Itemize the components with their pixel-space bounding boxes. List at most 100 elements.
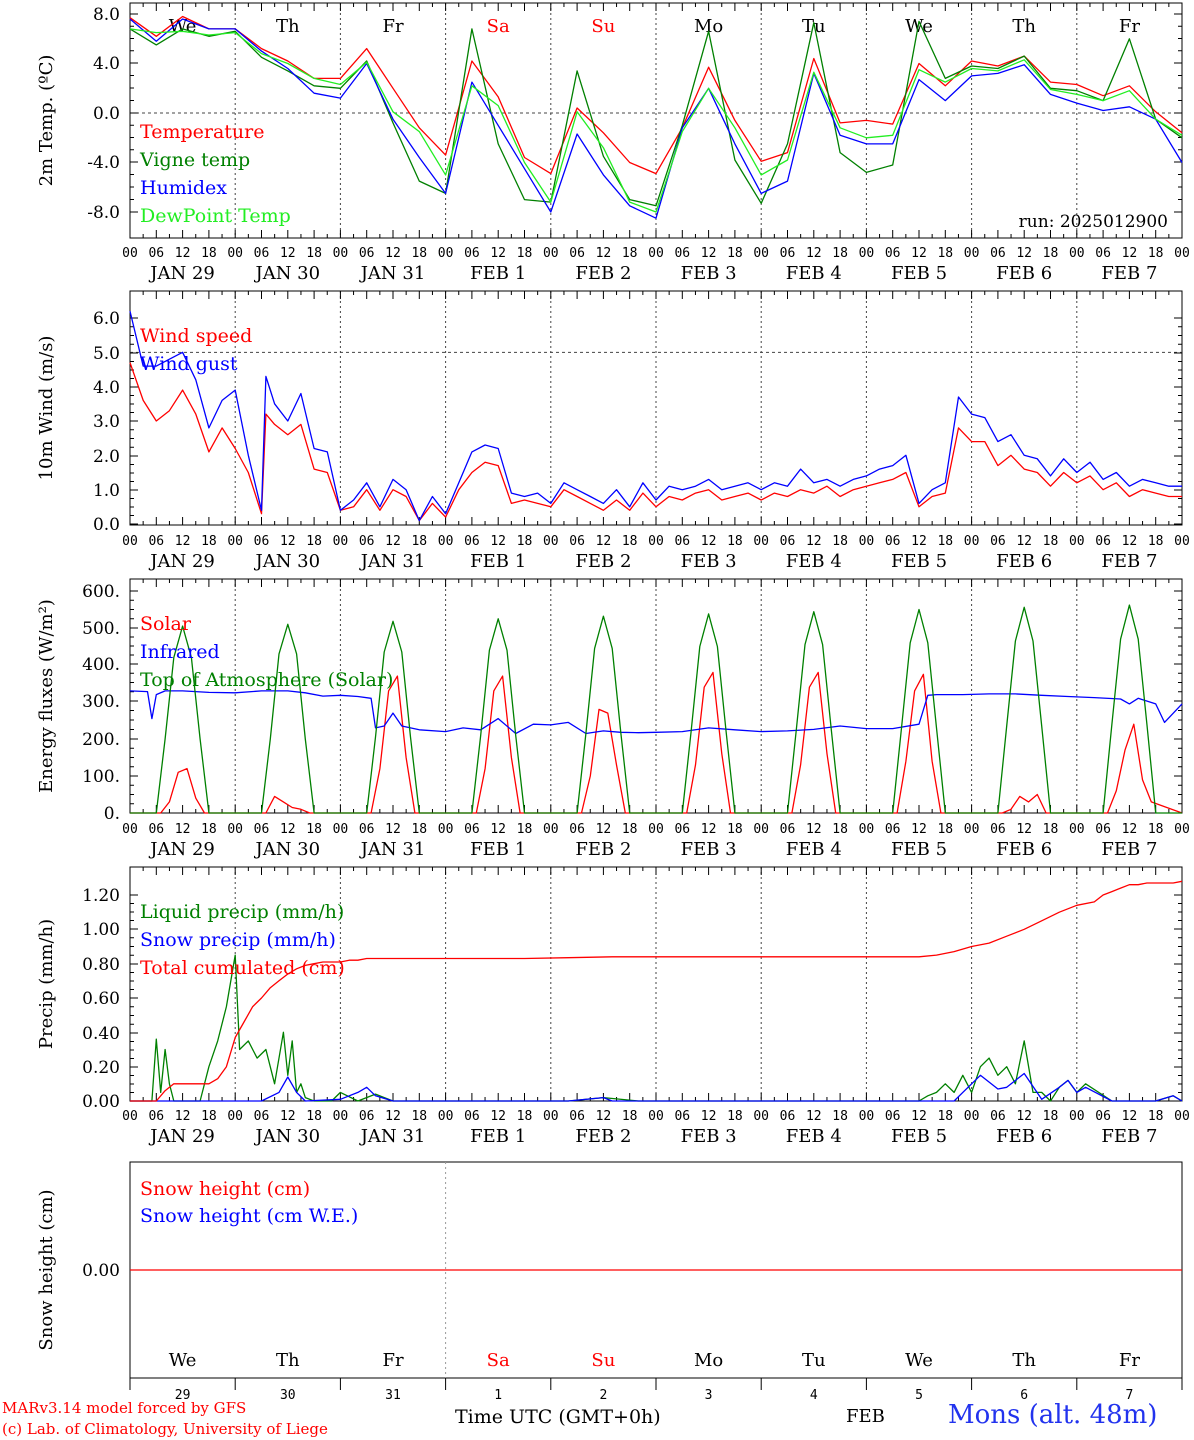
hour-tick-label: 00 (964, 822, 980, 837)
y-tick-label: 100. (82, 767, 120, 787)
date-label: FEB 7 (1101, 551, 1157, 572)
hour-tick-label: 12 (911, 534, 927, 549)
weekday-label: Mo (694, 16, 723, 37)
date-label: FEB 1 (470, 551, 526, 572)
hour-tick-label: 06 (569, 1109, 585, 1124)
hour-tick-label: 06 (1095, 534, 1111, 549)
hour-tick-label: 06 (990, 1109, 1006, 1124)
hour-tick-label: 06 (885, 534, 901, 549)
hour-tick-label: 00 (122, 246, 138, 261)
hour-tick-label: 06 (674, 534, 690, 549)
hour-tick-label: 00 (1069, 822, 1085, 837)
hour-tick-label: 18 (306, 246, 322, 261)
hour-tick-label: 00 (964, 534, 980, 549)
weekday-label: Su (591, 16, 615, 37)
series-line-total-cumulated-cm (130, 880, 1183, 1102)
hour-tick-label: 00 (964, 246, 980, 261)
series-line-wind-speed (129, 362, 1182, 522)
date-label: FEB 2 (575, 263, 631, 284)
station-label: Mons (alt. 48m) (948, 1400, 1158, 1430)
y-tick-label: 300. (82, 692, 120, 712)
hour-tick-label: 12 (1122, 822, 1138, 837)
hour-tick-label: 12 (806, 822, 822, 837)
month-label: FEB (846, 1406, 885, 1427)
hour-tick-label: 12 (280, 822, 296, 837)
hour-tick-label: 18 (727, 822, 743, 837)
weekday-label: Fr (1119, 16, 1140, 37)
weekday-label: Sa (487, 1350, 510, 1371)
date-label: JAN 31 (359, 1126, 426, 1147)
date-label: FEB 5 (891, 551, 947, 572)
date-label: JAN 31 (359, 263, 426, 284)
hour-tick-label: 18 (517, 246, 533, 261)
legend-entry: Snow height (cm W.E.) (140, 1205, 358, 1227)
hour-tick-label: 12 (280, 246, 296, 261)
hour-tick-label: 00 (648, 1109, 664, 1124)
series-line-snow-precip-mm-h (130, 1072, 1183, 1102)
y-tick-label: 0.00 (82, 1092, 120, 1112)
hour-tick-label: 06 (569, 534, 585, 549)
date-label: JAN 30 (254, 1126, 321, 1147)
hour-tick-label: 12 (911, 822, 927, 837)
hour-tick-label: 06 (885, 822, 901, 837)
legend-entry: Snow precip (mm/h) (140, 929, 336, 951)
hour-tick-label: 00 (227, 246, 243, 261)
hour-tick-label: 18 (937, 246, 953, 261)
date-label: FEB 7 (1101, 1126, 1157, 1147)
hour-tick-label: 00 (859, 246, 875, 261)
hour-tick-label: 06 (780, 822, 796, 837)
hour-tick-label: 00 (543, 822, 559, 837)
y-tick-label: 2.0 (93, 447, 120, 467)
hour-tick-label: 00 (964, 1109, 980, 1124)
hour-tick-label: 18 (1148, 246, 1164, 261)
hour-tick-label: 12 (175, 822, 191, 837)
hour-tick-label: 12 (1016, 822, 1032, 837)
hour-tick-label: 00 (438, 246, 454, 261)
weekday-label: Sa (487, 16, 510, 37)
day-number-label: 6 (1020, 1388, 1028, 1403)
hour-tick-label: 12 (911, 1109, 927, 1124)
hour-tick-label: 00 (543, 246, 559, 261)
day-number-label: 29 (175, 1388, 191, 1403)
hour-tick-label: 06 (148, 534, 164, 549)
weekday-label: Th (1012, 16, 1036, 37)
hour-tick-label: 12 (701, 1109, 717, 1124)
y-tick-label: 600. (82, 582, 120, 602)
hour-tick-label: 00 (753, 534, 769, 549)
hour-tick-label: 18 (1043, 534, 1059, 549)
hour-tick-label: 12 (385, 534, 401, 549)
hour-tick-label: 18 (1043, 246, 1059, 261)
weekday-label: Th (276, 16, 300, 37)
legend-entry: Snow height (cm) (140, 1178, 310, 1200)
date-label: FEB 2 (575, 551, 631, 572)
hour-tick-label: 12 (701, 534, 717, 549)
y-tick-label: 0.0 (93, 104, 120, 124)
legend-entry: Temperature (140, 121, 264, 143)
y-tick-label: 4.0 (93, 54, 120, 74)
hour-tick-label: 18 (306, 534, 322, 549)
hour-tick-label: 00 (333, 246, 349, 261)
hour-tick-label: 18 (832, 534, 848, 549)
y-axis-title: 10m Wind (m/s) (36, 336, 57, 481)
series-line-dewpoint-temp (129, 28, 1183, 213)
hour-tick-label: 18 (832, 246, 848, 261)
legend-entry: Total cumulated (cm) (140, 957, 345, 979)
date-label: JAN 29 (148, 839, 215, 860)
y-tick-label: 0. (104, 804, 120, 824)
series-line-wind-gust (129, 310, 1182, 522)
y-tick-label: -8.0 (87, 203, 120, 223)
day-number-label: 30 (280, 1388, 296, 1403)
hour-tick-label: 06 (990, 822, 1006, 837)
weekday-label: We (905, 1350, 933, 1371)
day-number-label: 3 (705, 1388, 713, 1403)
model-credit: MARv3.14 model forced by GFS (2, 1399, 247, 1417)
legend-entry: Liquid precip (mm/h) (140, 901, 344, 923)
y-axis-title: 2m Temp. (ºC) (36, 55, 57, 187)
weekday-label: Fr (1119, 1350, 1140, 1371)
y-tick-label: 5.0 (93, 344, 120, 364)
date-label: JAN 30 (254, 551, 321, 572)
date-label: FEB 7 (1101, 263, 1157, 284)
hour-tick-label: 06 (464, 822, 480, 837)
hour-tick-label: 00 (1069, 1109, 1085, 1124)
y-tick-label: 1.20 (82, 886, 120, 906)
